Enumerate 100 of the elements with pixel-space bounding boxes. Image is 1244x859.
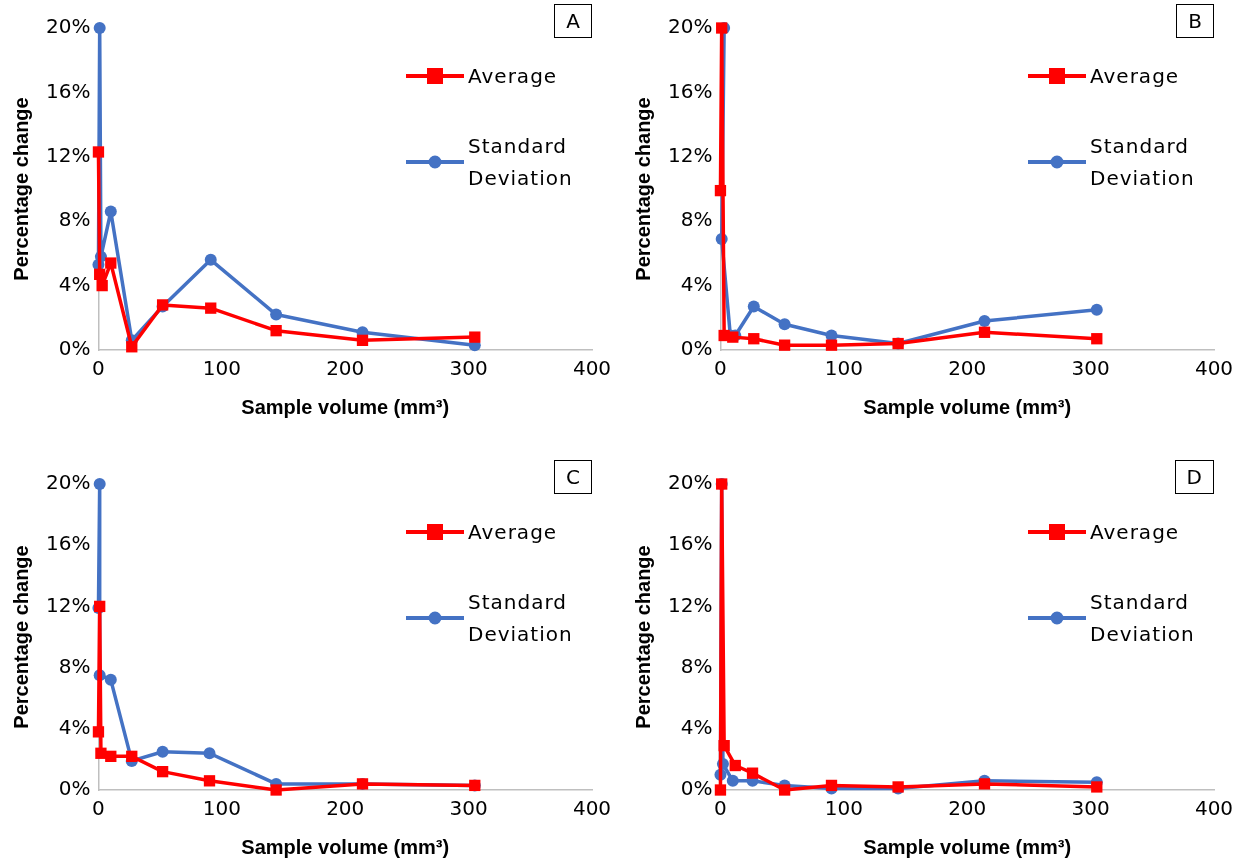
point bbox=[1090, 303, 1103, 316]
x-tick-label: 400 bbox=[1194, 796, 1234, 821]
x-tick-label: 100 bbox=[202, 356, 241, 381]
x-tick-label: 0 bbox=[714, 796, 727, 821]
x-tick-label: 0 bbox=[92, 356, 105, 381]
y-tick-label: 12% bbox=[46, 143, 91, 167]
point bbox=[126, 750, 138, 762]
y-tick-label: 16% bbox=[46, 78, 91, 103]
x-tick-label: 200 bbox=[326, 356, 365, 381]
x-tick-label: 400 bbox=[1194, 356, 1234, 381]
y-tick-label: 20% bbox=[668, 14, 713, 39]
legend-label: Average bbox=[1090, 63, 1181, 90]
point bbox=[104, 673, 117, 686]
point bbox=[93, 478, 106, 490]
point bbox=[1091, 781, 1103, 793]
chart-title: B bbox=[1176, 4, 1214, 38]
x-tick-label: 300 bbox=[449, 796, 488, 821]
y-tick-label: 4% bbox=[58, 715, 91, 739]
point bbox=[778, 784, 791, 796]
y-axis-title: Percentage change bbox=[631, 545, 654, 729]
point bbox=[105, 257, 117, 269]
y-tick-label: 16% bbox=[46, 531, 91, 556]
point bbox=[746, 767, 759, 779]
x-tick-label: 300 bbox=[1071, 796, 1110, 821]
x-tick-label: 100 bbox=[824, 356, 863, 381]
y-axis-title: Percentage change bbox=[9, 545, 32, 729]
x-tick-label: 100 bbox=[824, 796, 863, 821]
point bbox=[92, 146, 105, 158]
chart-title: D bbox=[1174, 460, 1214, 494]
x-tick-label: 300 bbox=[449, 356, 488, 381]
chart-title: C bbox=[554, 460, 592, 494]
x-tick-label: 0 bbox=[714, 356, 727, 381]
y-tick-label: 8% bbox=[680, 207, 713, 232]
y-tick-label: 8% bbox=[680, 653, 713, 678]
legend-label: Standard Deviation bbox=[468, 133, 574, 192]
y-tick-label: 4% bbox=[680, 271, 713, 296]
y-tick-label: 12% bbox=[668, 143, 713, 167]
point bbox=[747, 300, 760, 313]
point bbox=[469, 331, 481, 343]
x-tick-label: 300 bbox=[1071, 356, 1110, 381]
x-tick-label: 400 bbox=[572, 356, 612, 381]
point bbox=[92, 726, 105, 738]
x-tick-label: 400 bbox=[572, 796, 612, 821]
point bbox=[204, 253, 217, 266]
legend-label: Average bbox=[1090, 519, 1181, 546]
point bbox=[978, 315, 991, 328]
point bbox=[270, 325, 282, 337]
point bbox=[714, 784, 727, 796]
y-tick-label: 8% bbox=[58, 653, 91, 678]
point bbox=[270, 784, 282, 796]
point bbox=[126, 341, 138, 353]
y-tick-label: 12% bbox=[46, 592, 91, 617]
x-axis-title: Sample volume (mm³) bbox=[863, 835, 1072, 858]
y-tick-label: 4% bbox=[58, 271, 91, 296]
y-tick-label: 20% bbox=[668, 470, 713, 495]
point bbox=[203, 747, 216, 760]
point bbox=[748, 333, 760, 345]
y-tick-label: 0% bbox=[58, 776, 91, 801]
point bbox=[729, 759, 741, 772]
point bbox=[726, 774, 739, 787]
point bbox=[825, 339, 838, 351]
point bbox=[93, 22, 106, 34]
legend-label: Standard Deviation bbox=[1090, 589, 1196, 648]
point bbox=[978, 778, 991, 790]
y-tick-label: 20% bbox=[46, 470, 91, 495]
legend-label: Standard Deviation bbox=[1090, 133, 1196, 192]
point bbox=[356, 334, 369, 346]
y-tick-label: 0% bbox=[58, 336, 91, 361]
x-tick-label: 0 bbox=[92, 796, 105, 821]
x-axis-title: Sample volume (mm³) bbox=[863, 395, 1072, 418]
point bbox=[203, 775, 216, 787]
y-tick-label: 0% bbox=[680, 336, 713, 361]
point bbox=[205, 302, 217, 314]
point bbox=[156, 765, 169, 778]
y-tick-label: 20% bbox=[46, 14, 91, 39]
legend-label: Standard Deviation bbox=[468, 589, 574, 648]
point bbox=[270, 308, 283, 321]
point bbox=[778, 339, 791, 351]
y-tick-label: 0% bbox=[680, 776, 713, 801]
x-tick-label: 100 bbox=[202, 796, 241, 821]
point bbox=[714, 184, 727, 197]
y-axis-title: Percentage change bbox=[9, 97, 32, 281]
point bbox=[978, 326, 991, 338]
point bbox=[96, 279, 108, 292]
point bbox=[1091, 333, 1103, 345]
x-axis-title: Sample volume (mm³) bbox=[241, 395, 450, 418]
point bbox=[94, 268, 106, 280]
y-axis-title: Percentage change bbox=[631, 97, 654, 281]
y-tick-label: 8% bbox=[58, 207, 91, 232]
point bbox=[778, 318, 791, 331]
point bbox=[156, 745, 169, 758]
legend-label: Average bbox=[468, 63, 559, 90]
chart-title: A bbox=[554, 4, 592, 38]
point bbox=[718, 739, 730, 752]
x-tick-label: 200 bbox=[948, 796, 987, 821]
x-tick-label: 200 bbox=[948, 356, 987, 381]
x-axis-title: Sample volume (mm³) bbox=[241, 835, 450, 858]
x-tick-label: 200 bbox=[326, 796, 365, 821]
y-tick-label: 16% bbox=[668, 78, 713, 103]
y-tick-label: 16% bbox=[668, 531, 713, 556]
